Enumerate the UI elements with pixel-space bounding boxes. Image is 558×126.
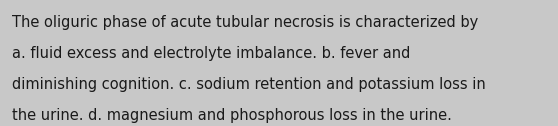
Text: The oliguric phase of acute tubular necrosis is characterized by: The oliguric phase of acute tubular necr…: [12, 15, 479, 30]
Text: the urine. d. magnesium and phosphorous loss in the urine.: the urine. d. magnesium and phosphorous …: [12, 108, 452, 123]
Text: a. fluid excess and electrolyte imbalance. b. fever and: a. fluid excess and electrolyte imbalanc…: [12, 46, 411, 61]
Text: diminishing cognition. c. sodium retention and potassium loss in: diminishing cognition. c. sodium retenti…: [12, 77, 486, 92]
